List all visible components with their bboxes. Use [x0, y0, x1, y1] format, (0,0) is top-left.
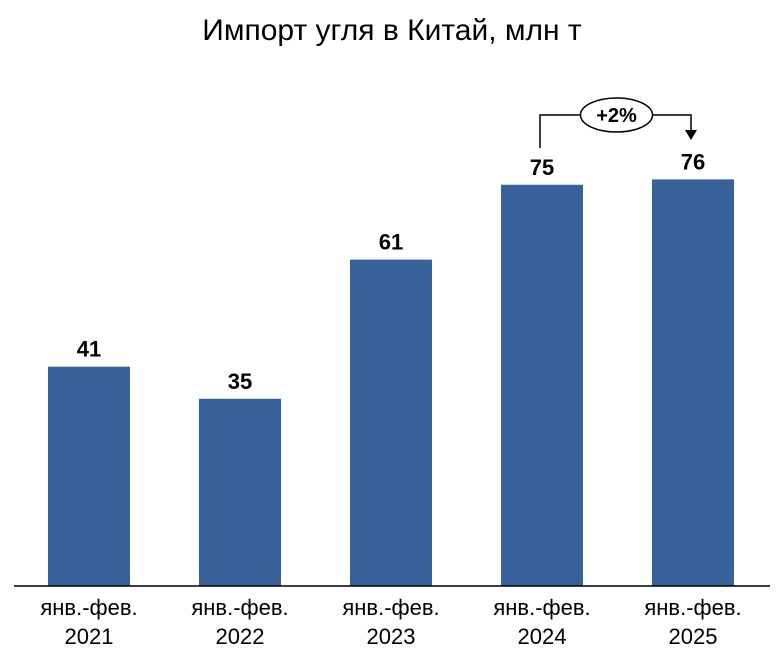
- bar-2: [350, 259, 432, 586]
- value-labels-layer: 41 35 61 75 76: [77, 149, 705, 393]
- annotation-oval: [579, 97, 654, 133]
- bar-0: [48, 366, 130, 586]
- category-label-1-line-1: 2022: [216, 624, 265, 649]
- bar-3: [501, 184, 583, 586]
- bars-layer: [48, 179, 734, 586]
- bar-1: [199, 398, 281, 586]
- category-label-3-line-0: янв.-фев.: [493, 595, 590, 620]
- category-label-2-line-1: 2023: [367, 624, 416, 649]
- value-label-2: 61: [379, 230, 403, 255]
- value-label-1: 35: [228, 369, 252, 394]
- chart-title: Импорт угля в Китай, млн т: [202, 14, 582, 47]
- category-label-4-line-0: янв.-фев.: [644, 595, 741, 620]
- category-label-0-line-1: 2021: [65, 624, 114, 649]
- category-labels-layer: янв.-фев. 2021 янв.-фев. 2022 янв.-фев. 2023 я…: [40, 595, 741, 649]
- growth-annotation: +2%: [539, 97, 697, 148]
- category-label-3-line-1: 2024: [518, 624, 567, 649]
- category-label-4-line-1: 2025: [669, 624, 718, 649]
- annotation-label: +2%: [596, 105, 637, 127]
- value-label-3: 75: [530, 155, 554, 180]
- annotation-arrowhead: [685, 130, 697, 140]
- value-label-0: 41: [77, 337, 101, 362]
- category-label-0-line-0: янв.-фев.: [40, 595, 137, 620]
- bar-4: [652, 179, 734, 586]
- value-label-4: 76: [681, 149, 705, 174]
- category-label-2-line-0: янв.-фев.: [342, 595, 439, 620]
- category-label-1-line-0: янв.-фев.: [191, 595, 288, 620]
